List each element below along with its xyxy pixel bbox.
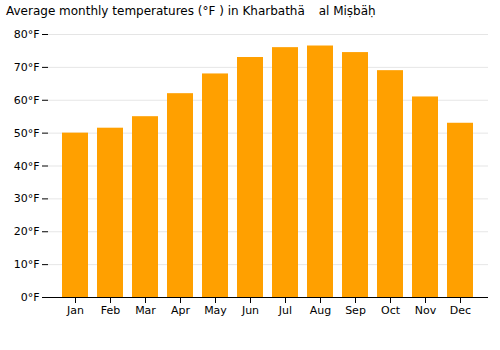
- svg-text:60°F: 60°F: [14, 93, 40, 106]
- svg-text:70°F: 70°F: [14, 60, 40, 73]
- svg-text:30°F: 30°F: [14, 192, 40, 205]
- svg-text:10°F: 10°F: [14, 258, 40, 271]
- svg-text:20°F: 20°F: [14, 225, 40, 238]
- svg-text:Apr: Apr: [171, 304, 191, 317]
- svg-text:Jan: Jan: [66, 304, 84, 317]
- html-text:Average monthly temperatures (: Average monthly temperatures (°F ) in Kh…: [6, 4, 376, 18]
- svg-text:Oct: Oct: [381, 304, 401, 317]
- svg-text:May: May: [204, 304, 227, 317]
- svg-text:0°F: 0°F: [21, 291, 40, 304]
- svg-text:Nov: Nov: [415, 304, 437, 317]
- svg-text:50°F: 50°F: [14, 126, 40, 139]
- svg-text:Jul: Jul: [278, 304, 292, 317]
- svg-text:Jun: Jun: [241, 304, 259, 317]
- svg-text:80°F: 80°F: [14, 28, 40, 41]
- svg-text:40°F: 40°F: [14, 159, 40, 172]
- svg-text:Mar: Mar: [135, 304, 156, 317]
- svg-text:Sep: Sep: [345, 304, 366, 317]
- svg-text:Aug: Aug: [310, 304, 331, 317]
- svg-text:Feb: Feb: [101, 304, 120, 317]
- svg-text:Dec: Dec: [450, 304, 471, 317]
